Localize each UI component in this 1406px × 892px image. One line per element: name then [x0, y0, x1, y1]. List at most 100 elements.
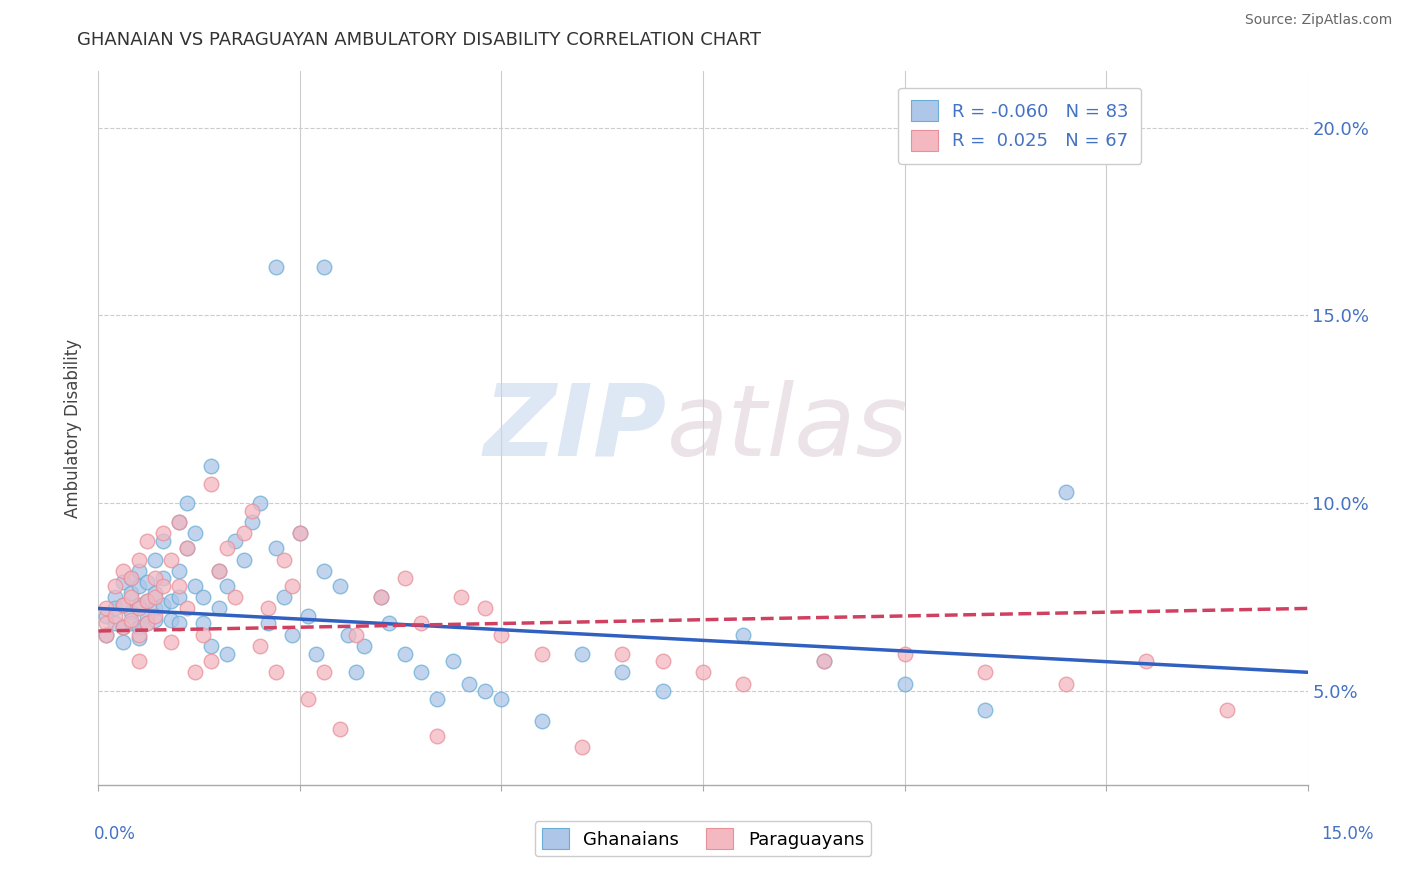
Point	[135, 533, 157, 548]
Point	[128, 579, 150, 593]
Point	[344, 628, 367, 642]
Point	[193, 628, 215, 642]
Point	[409, 616, 432, 631]
Point	[103, 609, 125, 624]
Point	[167, 515, 190, 529]
Point	[103, 579, 125, 593]
Point	[167, 590, 190, 604]
Point	[974, 665, 997, 680]
Point	[353, 639, 375, 653]
Text: ZIP: ZIP	[484, 380, 666, 476]
Point	[281, 628, 304, 642]
Point	[441, 654, 464, 668]
Point	[273, 552, 295, 566]
Point	[143, 609, 166, 624]
Point	[813, 654, 835, 668]
Point	[184, 579, 207, 593]
Point	[256, 616, 278, 631]
Point	[160, 594, 183, 608]
Point	[135, 609, 157, 624]
Point	[152, 526, 174, 541]
Point	[128, 654, 150, 668]
Point	[692, 665, 714, 680]
Point	[394, 571, 416, 585]
Point	[232, 552, 254, 566]
Point	[571, 647, 593, 661]
Y-axis label: Ambulatory Disability: Ambulatory Disability	[65, 339, 83, 517]
Point	[491, 628, 513, 642]
Point	[128, 628, 150, 642]
Point	[152, 598, 174, 612]
Point	[120, 586, 142, 600]
Point	[1054, 676, 1077, 690]
Point	[288, 526, 311, 541]
Point	[377, 616, 399, 631]
Point	[143, 590, 166, 604]
Point	[224, 533, 246, 548]
Point	[111, 620, 134, 634]
Point	[249, 496, 271, 510]
Point	[103, 590, 125, 604]
Point	[111, 564, 134, 578]
Point	[813, 654, 835, 668]
Legend: Ghanaians, Paraguayans: Ghanaians, Paraguayans	[534, 821, 872, 856]
Point	[612, 647, 634, 661]
Point	[135, 616, 157, 631]
Point	[733, 628, 755, 642]
Point	[893, 647, 915, 661]
Point	[135, 594, 157, 608]
Point	[152, 579, 174, 593]
Point	[370, 590, 392, 604]
Point	[217, 541, 239, 556]
Point	[200, 458, 222, 473]
Point	[96, 628, 118, 642]
Point	[128, 620, 150, 634]
Point	[120, 616, 142, 631]
Point	[974, 703, 997, 717]
Point	[120, 571, 142, 585]
Text: 0.0%: 0.0%	[94, 825, 136, 843]
Point	[120, 605, 142, 619]
Point	[370, 590, 392, 604]
Point	[184, 526, 207, 541]
Point	[103, 601, 125, 615]
Point	[314, 260, 336, 274]
Point	[491, 691, 513, 706]
Point	[160, 613, 183, 627]
Point	[474, 684, 496, 698]
Point	[128, 598, 150, 612]
Point	[297, 609, 319, 624]
Point	[571, 740, 593, 755]
Point	[314, 665, 336, 680]
Point	[651, 684, 673, 698]
Point	[193, 616, 215, 631]
Point	[111, 620, 134, 634]
Point	[152, 571, 174, 585]
Point	[120, 571, 142, 585]
Point	[893, 676, 915, 690]
Point	[143, 571, 166, 585]
Point	[273, 590, 295, 604]
Point	[96, 628, 118, 642]
Point	[426, 729, 449, 743]
Point	[96, 601, 118, 615]
Text: GHANAIAN VS PARAGUAYAN AMBULATORY DISABILITY CORRELATION CHART: GHANAIAN VS PARAGUAYAN AMBULATORY DISABI…	[77, 31, 761, 49]
Point	[143, 613, 166, 627]
Point	[329, 579, 352, 593]
Point	[232, 526, 254, 541]
Point	[200, 477, 222, 491]
Point	[530, 647, 553, 661]
Point	[176, 541, 198, 556]
Point	[143, 552, 166, 566]
Point	[176, 496, 198, 510]
Point	[152, 533, 174, 548]
Point	[200, 639, 222, 653]
Point	[143, 586, 166, 600]
Point	[344, 665, 367, 680]
Text: Source: ZipAtlas.com: Source: ZipAtlas.com	[1244, 13, 1392, 28]
Legend: R = -0.060   N = 83, R =  0.025   N = 67: R = -0.060 N = 83, R = 0.025 N = 67	[898, 87, 1142, 163]
Point	[208, 564, 231, 578]
Point	[1216, 703, 1239, 717]
Point	[314, 564, 336, 578]
Point	[329, 722, 352, 736]
